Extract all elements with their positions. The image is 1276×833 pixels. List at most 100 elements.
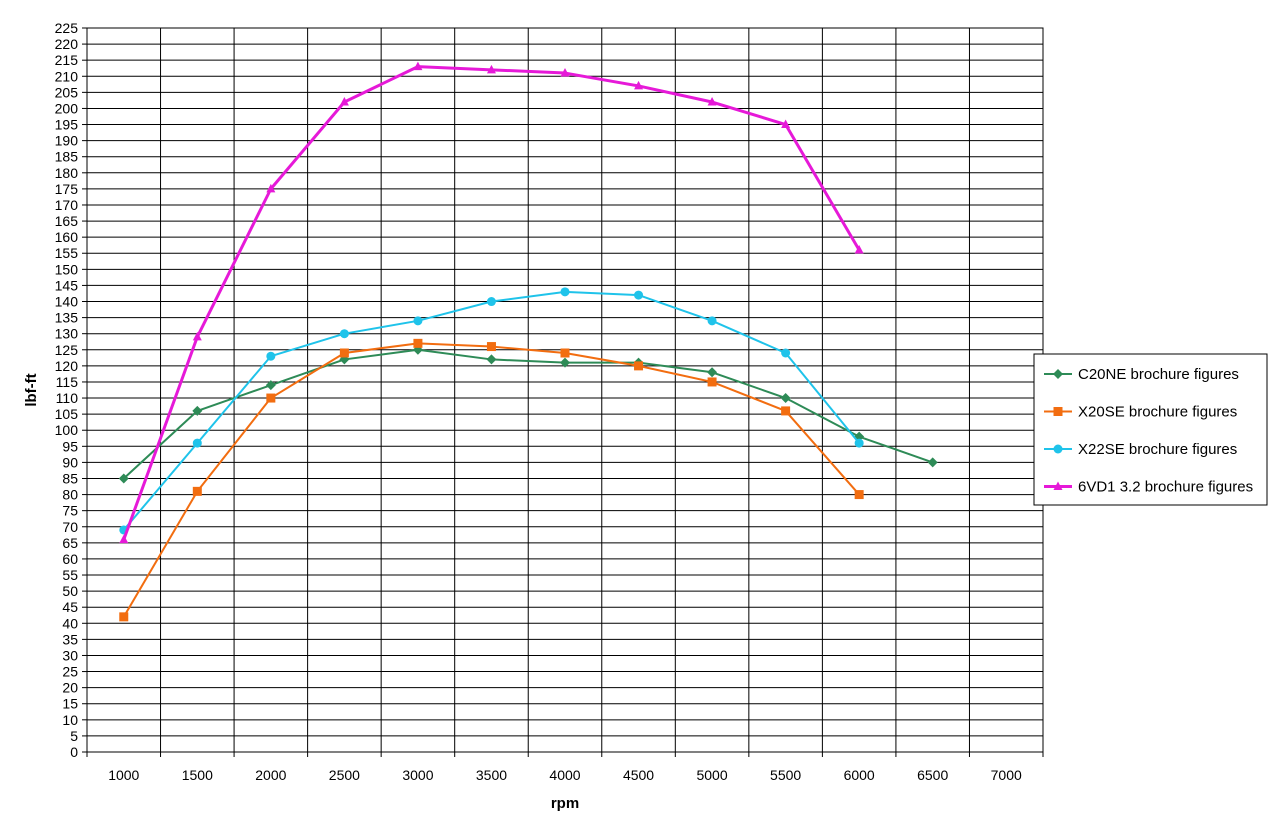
data-point xyxy=(413,61,423,71)
y-tick-label: 130 xyxy=(55,326,79,342)
y-tick-label: 110 xyxy=(56,390,79,406)
data-point xyxy=(634,290,644,300)
y-tick-label: 60 xyxy=(62,551,78,567)
data-point xyxy=(707,367,718,378)
data-point xyxy=(119,612,129,622)
y-tick-label: 35 xyxy=(62,631,78,647)
y-tick-label: 120 xyxy=(55,358,79,374)
y-tick-label: 170 xyxy=(55,197,79,213)
data-point xyxy=(780,393,791,404)
y-tick-label: 80 xyxy=(62,487,78,503)
data-point xyxy=(486,354,497,365)
legend-label: C20NE brochure figures xyxy=(1078,366,1239,383)
y-tick-label: 75 xyxy=(62,503,78,519)
data-point xyxy=(339,329,349,339)
y-tick-label: 30 xyxy=(62,647,78,663)
data-point xyxy=(486,64,496,74)
y-tick-label: 190 xyxy=(55,133,79,149)
y-tick-label: 135 xyxy=(55,310,79,326)
y-tick-label: 125 xyxy=(55,342,79,358)
x-tick-label: 6500 xyxy=(917,767,948,783)
y-tick-label: 205 xyxy=(55,84,79,100)
series-4 xyxy=(119,61,864,544)
data-point xyxy=(266,183,276,193)
y-tick-label: 220 xyxy=(55,36,79,52)
data-point xyxy=(486,342,496,352)
legend-label: X22SE brochure figures xyxy=(1078,441,1237,458)
y-tick-label: 100 xyxy=(55,422,79,438)
data-point xyxy=(560,68,570,77)
y-tick-label: 115 xyxy=(56,374,79,390)
y-tick-label: 40 xyxy=(62,615,78,631)
data-point xyxy=(192,405,203,416)
x-tick-label: 1000 xyxy=(108,767,139,783)
data-point xyxy=(192,438,202,448)
legend-swatch-marker xyxy=(1053,407,1063,416)
x-tick-label: 2000 xyxy=(255,767,286,783)
data-point xyxy=(486,297,496,307)
data-point xyxy=(634,361,644,371)
legend-box xyxy=(1033,353,1268,506)
data-point xyxy=(854,490,864,500)
data-point xyxy=(266,393,276,403)
data-point xyxy=(927,457,938,468)
y-tick-label: 0 xyxy=(70,744,78,760)
data-point xyxy=(339,348,349,358)
y-tick-label: 90 xyxy=(62,454,78,470)
y-tick-label: 225 xyxy=(55,20,79,36)
x-tick-label: 5500 xyxy=(770,767,801,783)
data-point xyxy=(781,406,791,416)
data-point xyxy=(707,377,717,387)
plot-border xyxy=(86,27,1044,753)
y-tick-label: 70 xyxy=(62,519,78,535)
y-tick-label: 25 xyxy=(62,664,78,680)
y-tick-label: 50 xyxy=(62,583,78,599)
data-point xyxy=(634,80,644,90)
y-tick-label: 200 xyxy=(55,100,79,116)
y-tick-label: 195 xyxy=(55,117,79,133)
y-tick-label: 5 xyxy=(70,728,78,744)
series-3 xyxy=(119,287,864,535)
x-tick-label: 2500 xyxy=(329,767,360,783)
series-line xyxy=(123,348,934,480)
y-tick-label: 210 xyxy=(55,68,79,84)
x-tick-label: 1500 xyxy=(182,767,213,783)
legend-swatch-marker xyxy=(1053,481,1063,490)
axes: 0510152025303540455055606570758085909510… xyxy=(23,20,1044,812)
data-point xyxy=(560,287,570,297)
y-axis-title: lbf-ft xyxy=(23,373,40,406)
x-tick-label: 3500 xyxy=(476,767,507,783)
data-point xyxy=(118,473,129,484)
data-point xyxy=(339,97,349,106)
y-tick-label: 145 xyxy=(55,277,79,293)
x-tick-label: 7000 xyxy=(991,767,1022,783)
series-2 xyxy=(119,338,864,622)
x-tick-label: 6000 xyxy=(844,767,875,783)
legend-swatch-marker xyxy=(1053,369,1063,379)
y-tick-label: 15 xyxy=(62,696,78,712)
y-tick-label: 155 xyxy=(55,245,79,261)
y-tick-label: 85 xyxy=(62,470,78,486)
y-tick-label: 65 xyxy=(62,535,78,551)
data-point xyxy=(854,438,864,448)
series-group xyxy=(118,61,938,622)
legend-label: 6VD1 3.2 brochure figures xyxy=(1078,479,1253,496)
data-point xyxy=(781,119,791,129)
x-tick-label: 5000 xyxy=(696,767,727,783)
series-1 xyxy=(118,344,938,484)
data-point xyxy=(265,380,276,391)
data-point xyxy=(266,351,276,361)
legend-label: X20SE brochure figures xyxy=(1078,404,1237,421)
y-tick-label: 165 xyxy=(55,213,79,229)
data-point xyxy=(192,486,202,496)
x-axis-title: rpm xyxy=(551,795,579,812)
data-point xyxy=(413,338,423,348)
y-tick-label: 150 xyxy=(55,261,79,277)
y-tick-label: 140 xyxy=(55,294,79,310)
data-point xyxy=(707,97,717,106)
y-tick-label: 215 xyxy=(55,52,79,68)
y-tick-label: 55 xyxy=(62,567,78,583)
data-point xyxy=(413,316,423,326)
